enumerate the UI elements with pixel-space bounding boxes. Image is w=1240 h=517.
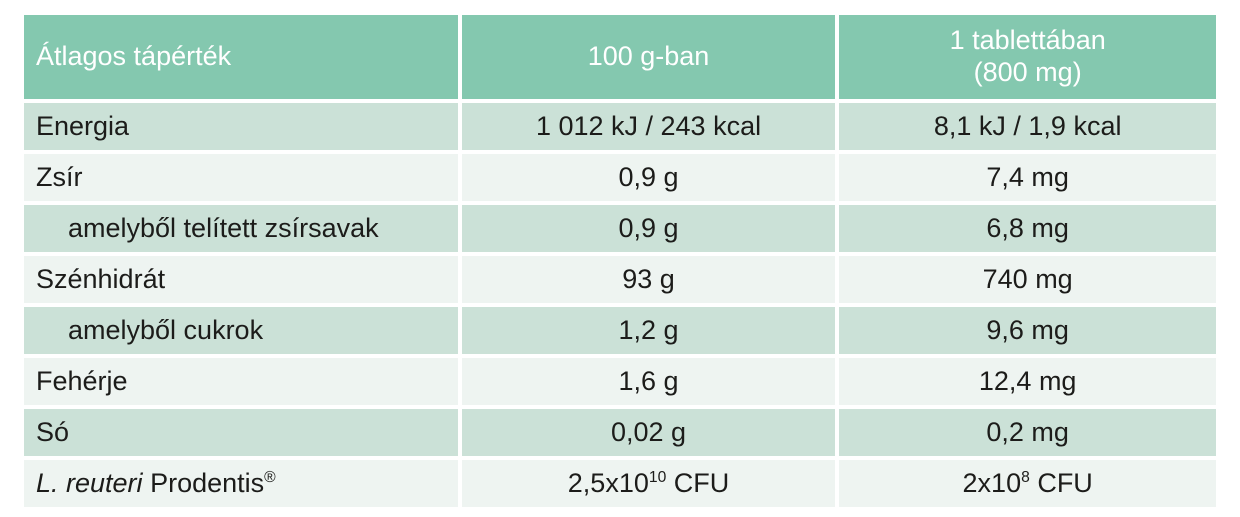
per-100g-cell: 2,5x1010 CFU — [461, 460, 836, 507]
row-label-cell: Zsír — [24, 154, 458, 201]
row-label-cell: amelyből telített zsírsavak — [24, 205, 458, 252]
per-100g-cell: 93 g — [461, 256, 836, 303]
row-label-cell: Fehérje — [24, 358, 458, 405]
per-100g-cell: 1,2 g — [461, 307, 836, 354]
table-row: Szénhidrát 93 g 740 mg — [24, 256, 1216, 303]
header-nutrient-column: Átlagos tápérték — [24, 15, 458, 99]
per-100g-cell: 0,9 g — [461, 154, 836, 201]
row-label-cell: L. reuteri Prodentis® — [24, 460, 458, 507]
nutrition-table: Átlagos tápérték 100 g-ban 1 tablettában… — [20, 11, 1220, 511]
per-tablet-cell: 0,2 mg — [839, 409, 1216, 456]
table-row: amelyből telített zsírsavak 0,9 g 6,8 mg — [24, 205, 1216, 252]
per-tablet-cell: 6,8 mg — [839, 205, 1216, 252]
row-label-cell: amelyből cukrok — [24, 307, 458, 354]
row-label-cell: Só — [24, 409, 458, 456]
header-row: Átlagos tápérték 100 g-ban 1 tablettában… — [24, 15, 1216, 99]
per-tablet-cell: 7,4 mg — [839, 154, 1216, 201]
table-row: amelyből cukrok 1,2 g 9,6 mg — [24, 307, 1216, 354]
per-tablet-cell: 12,4 mg — [839, 358, 1216, 405]
header-per-tablet-column: 1 tablettában (800 mg) — [839, 15, 1216, 99]
table-row: Energia 1 012 kJ / 243 kcal 8,1 kJ / 1,9 k… — [24, 103, 1216, 150]
per-100g-cell: 1,6 g — [461, 358, 836, 405]
per-100g-cell: 0,9 g — [461, 205, 836, 252]
per-100g-cell: 1 012 kJ / 243 kcal — [461, 103, 836, 150]
per-tablet-cell: 9,6 mg — [839, 307, 1216, 354]
table-row: Zsír 0,9 g 7,4 mg — [24, 154, 1216, 201]
row-label-cell: Szénhidrát — [24, 256, 458, 303]
table-row: Só 0,02 g 0,2 mg — [24, 409, 1216, 456]
table-row: Fehérje 1,6 g 12,4 mg — [24, 358, 1216, 405]
header-per-tablet-line1: 1 tablettában — [949, 25, 1106, 56]
row-label-cell: Energia — [24, 103, 458, 150]
per-tablet-cell: 2x108 CFU — [839, 460, 1216, 507]
table-row: L. reuteri Prodentis® 2,5x1010 CFU 2x108 C… — [24, 460, 1216, 507]
per-tablet-cell: 740 mg — [839, 256, 1216, 303]
per-100g-cell: 0,02 g — [461, 409, 836, 456]
header-per-tablet-line2: (800 mg) — [973, 57, 1082, 87]
header-per-100g-column: 100 g-ban — [461, 15, 836, 99]
per-tablet-cell: 8,1 kJ / 1,9 kcal — [839, 103, 1216, 150]
